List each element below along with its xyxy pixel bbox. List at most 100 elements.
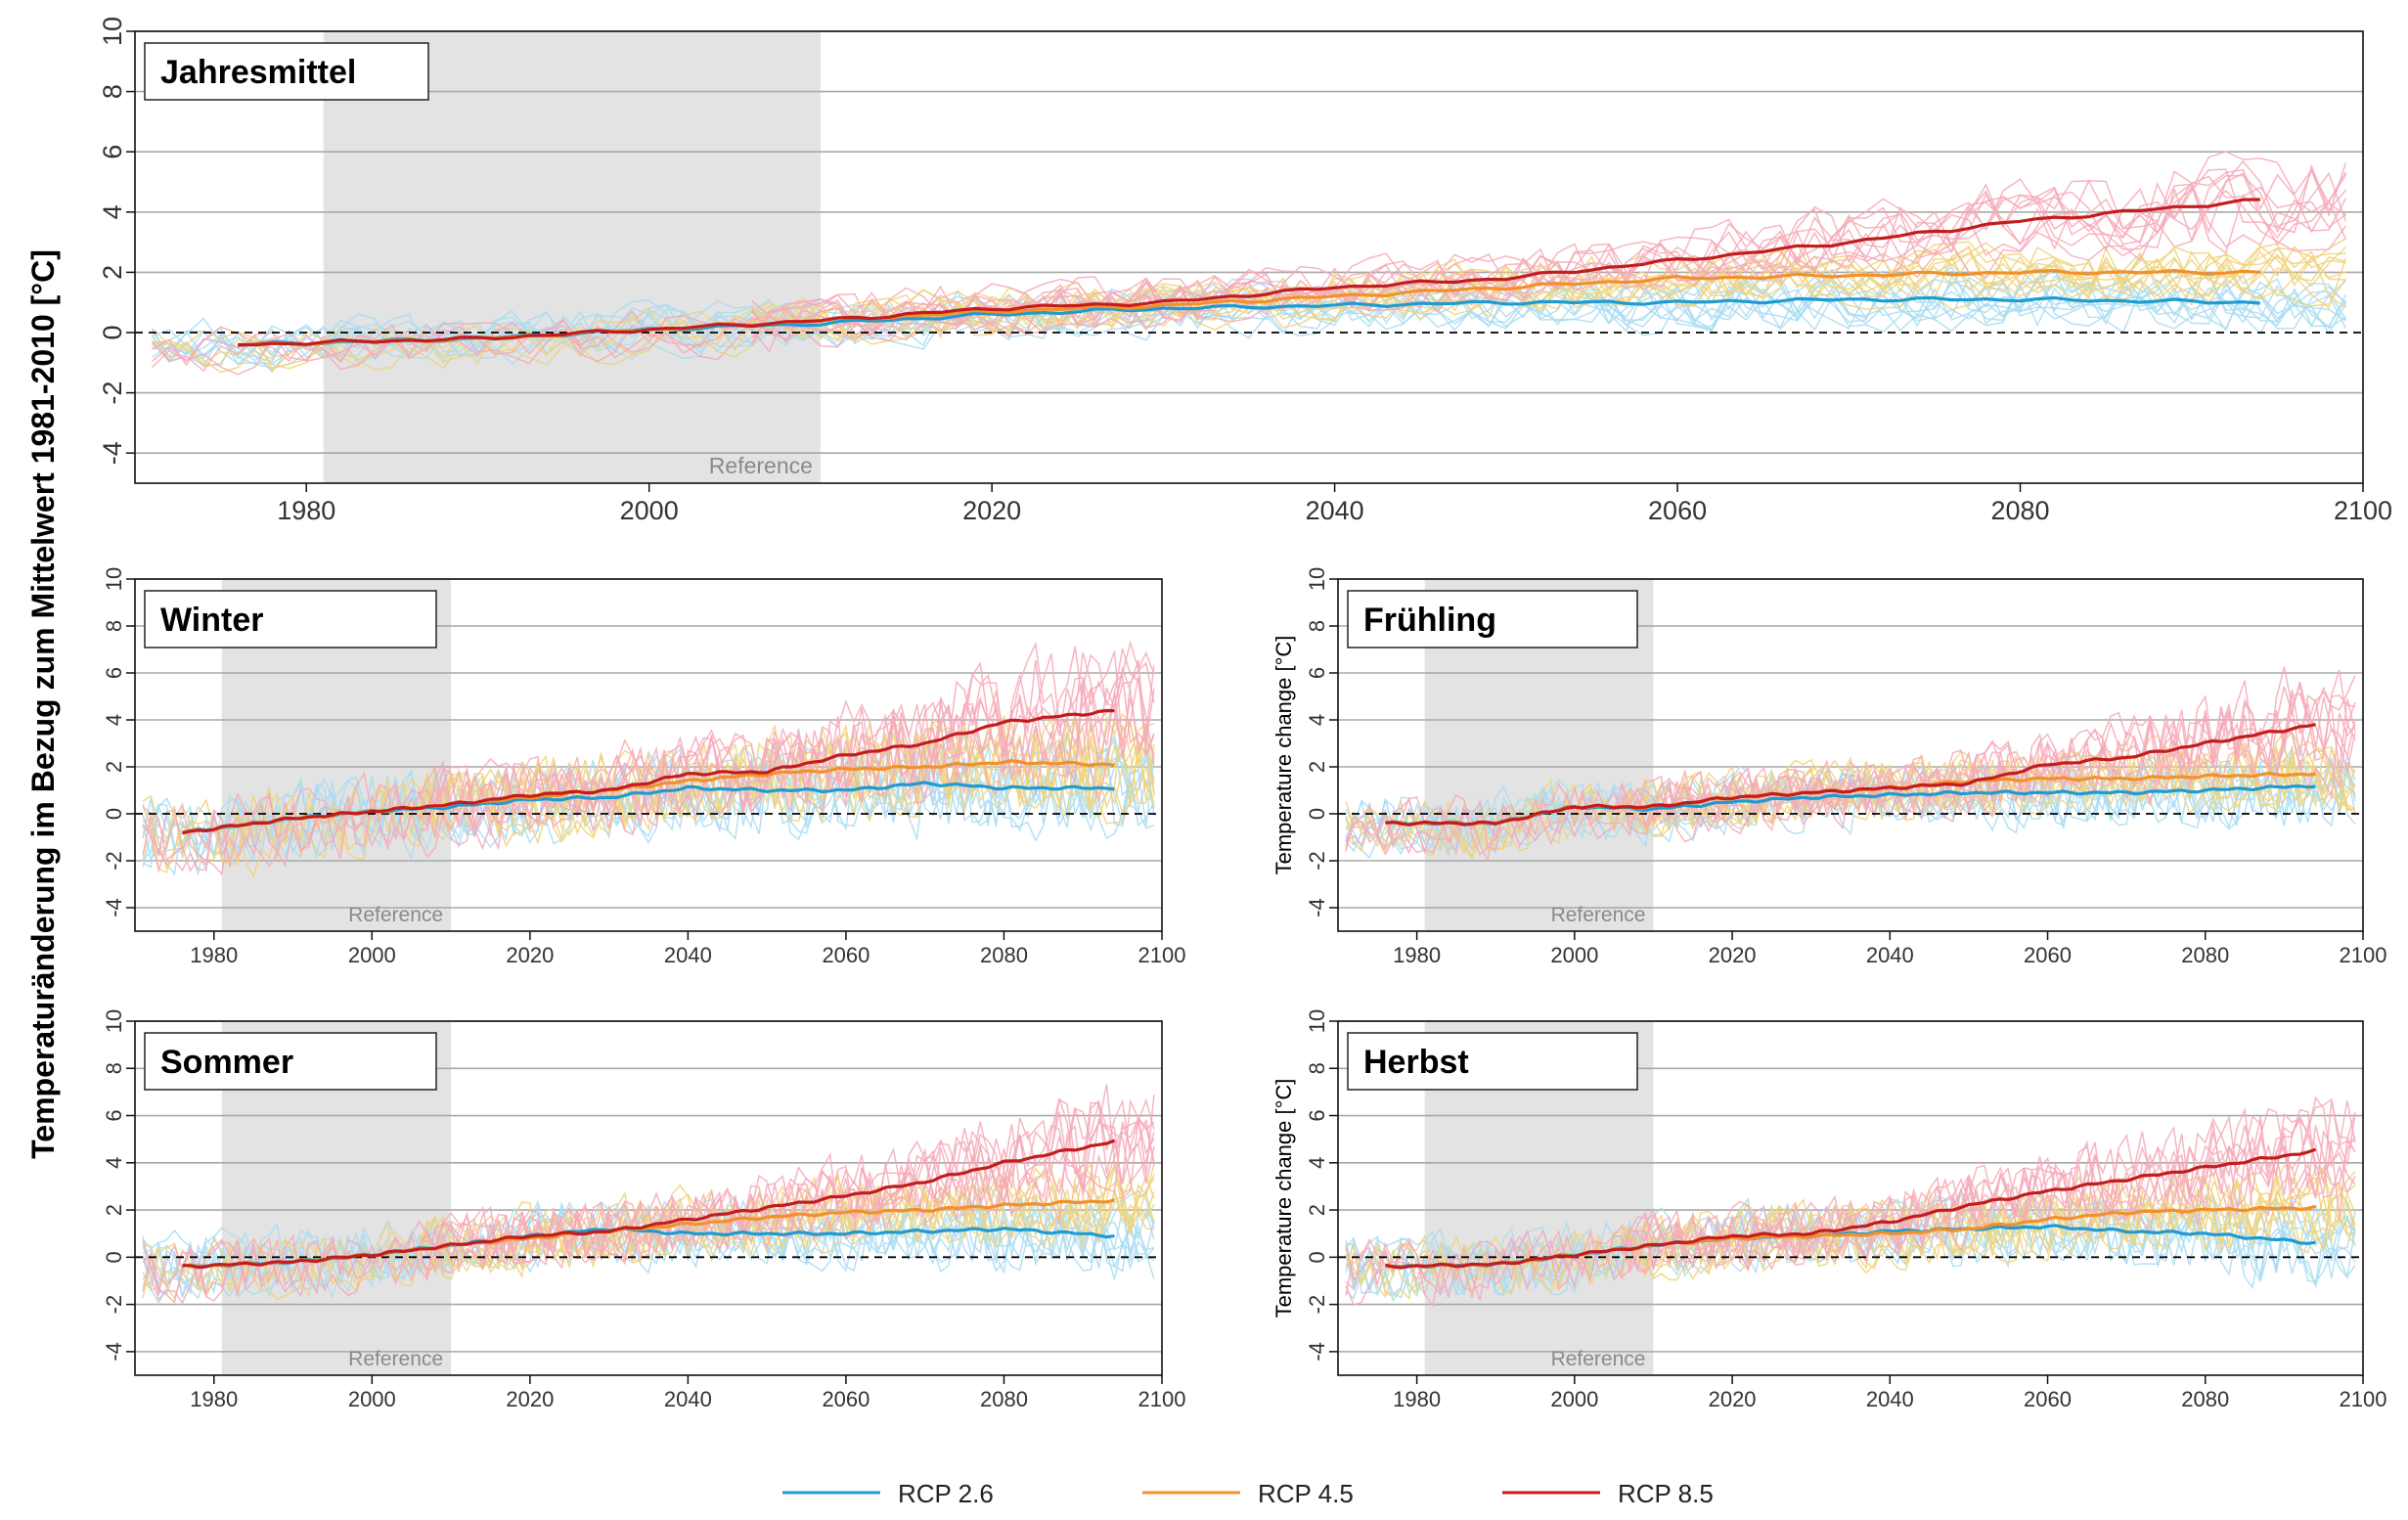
x-tick-label-4: 2060 [2024, 1387, 2072, 1411]
ensemble-line-rcp26 [142, 746, 1155, 876]
y-tick-label-6: 8 [98, 84, 127, 99]
x-tick-label-1: 2000 [348, 1387, 396, 1411]
plot-frame [134, 30, 2364, 484]
y-tick-label-1: -2 [102, 851, 126, 871]
y-tick-label-0: -4 [98, 441, 127, 465]
y-tick-label-0: -4 [1305, 1342, 1329, 1362]
y-tick-label-4: 4 [102, 1157, 126, 1169]
y-tick-label-3: 2 [1305, 761, 1329, 773]
y-tick-label-0: -4 [102, 1342, 126, 1362]
ensemble-line-rcp85 [1621, 1100, 2356, 1272]
x-tick-label-2: 2020 [962, 496, 1021, 525]
series-line-rcp85 [182, 1139, 1116, 1270]
ensemble-line-rcp45 [152, 255, 2346, 374]
y-tick-label-2: 0 [1305, 808, 1329, 820]
ensemble-line-rcp85 [419, 1097, 1155, 1267]
y-tick-label-6: 8 [102, 1062, 126, 1074]
series-line-rcp85 [182, 708, 1115, 835]
panel-title: Sommer [160, 1044, 293, 1081]
panel-title: Jahresmittel [160, 54, 356, 91]
ensemble-line-rcp26 [152, 273, 2346, 359]
ensemble-line-rcp85 [419, 653, 1155, 838]
main-y-axis-label: Temperaturänderung im Bezug zum Mittelwe… [25, 249, 61, 1159]
y-tick-label-4: 4 [1305, 714, 1329, 726]
y-tick-label-5: 6 [1305, 667, 1329, 679]
y-tick-label-1: -2 [1305, 1295, 1329, 1315]
reference-label: Reference [348, 904, 443, 926]
y-tick-label-3: 2 [102, 761, 126, 773]
series-line-rcp85 [238, 198, 2260, 347]
y-tick-label-5: 6 [1305, 1109, 1329, 1121]
reference-label: Reference [709, 453, 813, 478]
y-tick-label-7: 10 [1305, 1009, 1329, 1033]
ensemble-line-rcp45 [142, 1163, 1155, 1299]
x-tick-label-6: 2100 [2340, 1387, 2387, 1411]
series-line-rcp85 [1385, 1147, 2317, 1270]
ensemble-line-rcp45 [419, 712, 1155, 829]
ensemble-line-rcp45 [142, 1164, 1155, 1299]
legend-label-rcp45: RCP 4.5 [1258, 1479, 1354, 1508]
y-tick-label-4: 4 [98, 204, 127, 219]
x-tick-label-2: 2020 [1709, 943, 1757, 967]
x-tick-label-3: 2040 [664, 1387, 712, 1411]
y-tick-label-6: 8 [1305, 1062, 1329, 1074]
y-tick-label-5: 6 [98, 145, 127, 159]
y-tick-label-2: 0 [102, 808, 126, 820]
x-tick-label-5: 2080 [1990, 496, 2049, 525]
ensemble-line-rcp85 [751, 159, 2347, 344]
x-tick-label-5: 2080 [980, 1387, 1028, 1411]
ensemble-line-rcp85 [142, 650, 1155, 859]
reference-label: Reference [1551, 1348, 1646, 1370]
ensemble-line-rcp85 [1345, 693, 2356, 849]
y-tick-label-7: 10 [1305, 567, 1329, 591]
y-tick-label-0: -4 [1305, 898, 1329, 917]
panel-title: Herbst [1363, 1044, 1469, 1081]
x-tick-label-2: 2020 [506, 943, 554, 967]
x-tick-label-1: 2000 [1550, 1387, 1598, 1411]
panel-title-box [144, 42, 429, 101]
panel-title-box [1347, 1032, 1638, 1091]
ensemble-line-rcp85 [1345, 1117, 2356, 1308]
panel-3: 1980 2000 2020 2040 2060 2080 2100 -4 -2 0 2 4 6 8 10 R… [102, 1009, 1185, 1411]
ensemble-group [142, 640, 1155, 879]
panel-4: 1980 2000 2020 2040 2060 2080 2100 -4 -2 0 2 4 6 8 10 T… [1271, 1009, 2386, 1411]
ensemble-line-rcp85 [419, 1084, 1155, 1268]
plot-frame [134, 578, 1163, 932]
ensemble-line-rcp45 [1621, 741, 2356, 831]
ensemble-line-rcp45 [142, 719, 1155, 862]
y-tick-label-2: 0 [1305, 1251, 1329, 1263]
x-tick-label-6: 2100 [1138, 943, 1186, 967]
y-tick-label-2: 0 [98, 325, 127, 339]
y-tick-label-2: 0 [102, 1251, 126, 1263]
ensemble-line-rcp85 [1621, 666, 2356, 828]
ensemble-line-rcp85 [1621, 1097, 2356, 1274]
y-tick-label-6: 8 [1305, 620, 1329, 632]
panels: 1980 2000 2020 2040 2060 2080 2100-4-20246810R… [98, 17, 2392, 1411]
y-tick-label-7: 10 [102, 1009, 126, 1033]
panel-y-axis-label: Temperature change [°C] [1271, 1079, 1296, 1319]
panel-title-box [144, 1032, 437, 1091]
ensemble-line-rcp85 [151, 171, 2347, 369]
x-tick-label-4: 2060 [1648, 496, 1707, 525]
y-tick-label-1: -2 [98, 381, 127, 405]
ensemble-line-rcp85 [751, 151, 2347, 321]
ensemble-line-rcp85 [142, 664, 1155, 876]
panel-title: Frühling [1363, 602, 1496, 639]
plot-frame [1337, 1020, 2364, 1376]
x-tick-label-3: 2040 [1866, 943, 1914, 967]
x-tick-label-5: 2080 [2181, 943, 2229, 967]
series-line-rcp85 [1385, 723, 2316, 827]
x-tick-label-6: 2100 [1138, 1387, 1186, 1411]
x-tick-label-1: 2000 [620, 496, 679, 525]
panel-y-axis-label: Temperature change [°C] [1271, 636, 1296, 875]
x-tick-label-6: 2100 [2340, 943, 2387, 967]
ensemble-line-rcp85 [1621, 1095, 2356, 1264]
ensemble-line-rcp85 [1621, 1100, 2356, 1270]
x-tick-label-3: 2040 [664, 943, 712, 967]
y-tick-label-1: -2 [1305, 851, 1329, 871]
y-tick-label-7: 10 [98, 17, 127, 46]
plot-frame [134, 1020, 1163, 1376]
reference-band [323, 31, 821, 483]
x-tick-label-0: 1980 [277, 496, 335, 525]
